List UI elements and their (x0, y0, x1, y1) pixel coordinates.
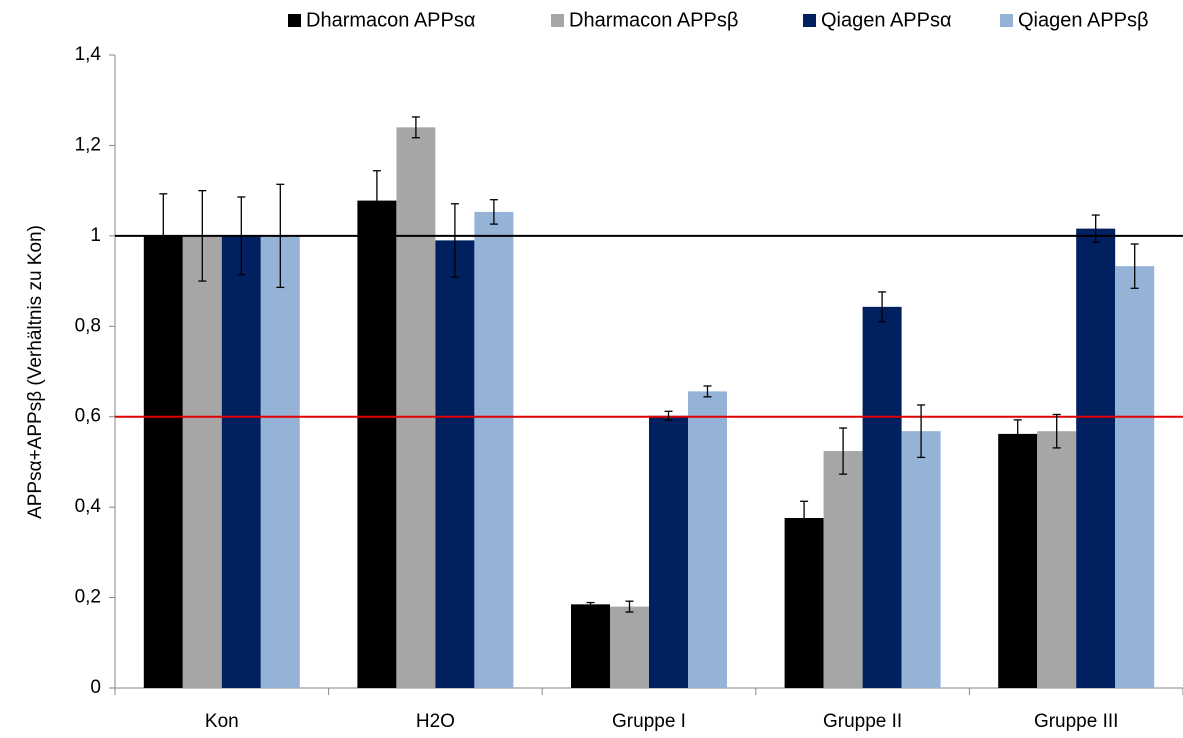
x-tick-label: H2O (416, 711, 455, 732)
error-bar (1130, 243, 1139, 289)
bar (1037, 431, 1077, 688)
error-bar (1013, 419, 1022, 449)
bar (823, 451, 863, 688)
bar (221, 235, 261, 688)
error-bar (411, 116, 420, 139)
legend-swatch (803, 14, 816, 27)
legend-swatch (1000, 14, 1013, 27)
y-axis-label: APPsα+APPsβ (Verhältnis zu Kon) (25, 225, 46, 519)
legend-swatch (288, 14, 301, 27)
legend-label: Qiagen APPsβ (1018, 9, 1148, 31)
error-bar (703, 385, 712, 398)
bar (998, 433, 1038, 688)
error-bar (372, 170, 381, 232)
y-tick-label: 0 (90, 677, 101, 698)
legend-label: Qiagen APPsα (821, 9, 952, 31)
y-tick-label: 0,6 (75, 406, 101, 427)
bar (357, 200, 397, 688)
error-bar (800, 500, 809, 536)
y-tick-label: 1 (90, 225, 101, 246)
error-bar (917, 404, 926, 459)
x-tick-label: Gruppe II (823, 711, 902, 732)
error-bar (839, 427, 848, 475)
bar (1076, 228, 1116, 688)
bar (260, 235, 300, 688)
bar (649, 415, 688, 688)
bar (688, 391, 727, 688)
bar (862, 306, 902, 688)
error-bar (625, 600, 634, 613)
y-tick-label: 0,8 (75, 315, 101, 336)
error-bar (276, 183, 285, 289)
legend-swatch (551, 14, 564, 27)
error-bar (489, 199, 498, 225)
bar (610, 606, 649, 688)
bar (571, 604, 610, 688)
bar (901, 431, 941, 688)
bar (435, 240, 475, 688)
y-tick-label: 0,4 (75, 496, 102, 517)
x-tick-label: Gruppe III (1034, 711, 1119, 732)
error-bar (1091, 214, 1100, 243)
error-bar (586, 601, 595, 607)
legend-label: Dharmacon APPsβ (569, 9, 738, 31)
y-tick-label: 1,4 (75, 44, 102, 65)
y-tick-label: 0,2 (75, 587, 101, 608)
bar (474, 211, 514, 689)
bar (784, 517, 824, 688)
bar (143, 235, 183, 688)
x-tick-label: Kon (205, 711, 239, 732)
x-tick-label: Gruppe I (612, 711, 686, 732)
error-bar (664, 410, 673, 421)
error-bar (878, 291, 887, 323)
error-bar (159, 193, 168, 279)
bar (182, 235, 222, 688)
y-tick-label: 1,2 (75, 134, 101, 155)
error-bar (237, 196, 246, 276)
error-bar (1052, 413, 1061, 449)
bar (396, 127, 436, 689)
bar (1115, 266, 1155, 688)
legend-label: Dharmacon APPsα (306, 9, 475, 31)
error-bar (450, 203, 459, 278)
error-bar (198, 189, 207, 282)
